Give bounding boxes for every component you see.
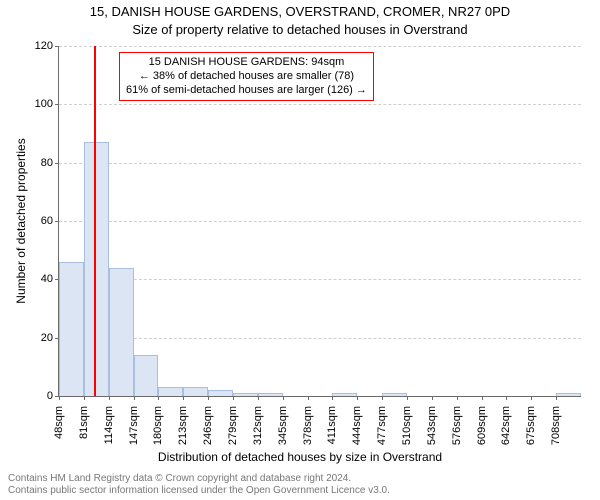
xtick-mark (482, 396, 483, 400)
xtick-label: 180sqm (152, 406, 164, 445)
xtick-label: 312sqm (252, 406, 264, 445)
ytick-label: 100 (35, 98, 53, 110)
xtick-mark (556, 396, 557, 400)
histogram-bar (183, 387, 208, 396)
ytick-label: 40 (41, 273, 53, 285)
callout-line: 15 DANISH HOUSE GARDENS: 94sqm (126, 56, 367, 70)
chart-root: 15, DANISH HOUSE GARDENS, OVERSTRAND, CR… (0, 0, 600, 500)
xtick-mark (109, 396, 110, 400)
xtick-mark (59, 396, 60, 400)
xtick-mark (283, 396, 284, 400)
xtick-mark (332, 396, 333, 400)
xtick-mark (258, 396, 259, 400)
xtick-label: 48sqm (53, 406, 65, 439)
xtick-mark (158, 396, 159, 400)
ytick-label: 60 (41, 215, 53, 227)
histogram-bar (382, 393, 407, 396)
xtick-label: 279sqm (227, 406, 239, 445)
callout-line: 61% of semi-detached houses are larger (… (126, 84, 367, 98)
gridline (59, 279, 581, 280)
xtick-label: 213sqm (177, 406, 189, 445)
histogram-bar (556, 393, 581, 396)
histogram-bar (332, 393, 357, 396)
plot-area: 02040608010012048sqm81sqm114sqm147sqm180… (58, 46, 581, 397)
histogram-bar (59, 262, 84, 396)
xtick-label: 708sqm (550, 406, 562, 445)
xtick-mark (457, 396, 458, 400)
gridline (59, 46, 581, 47)
gridline (59, 104, 581, 105)
xtick-label: 345sqm (277, 406, 289, 445)
xtick-mark (183, 396, 184, 400)
xtick-mark (208, 396, 209, 400)
xtick-label: 411sqm (326, 406, 338, 444)
xtick-label: 576sqm (451, 406, 463, 445)
xtick-label: 444sqm (351, 406, 363, 445)
ytick-mark (55, 163, 59, 164)
xtick-mark (432, 396, 433, 400)
xtick-label: 609sqm (476, 406, 488, 445)
gridline (59, 163, 581, 164)
xtick-mark (407, 396, 408, 400)
histogram-bar (109, 268, 134, 396)
xtick-mark (357, 396, 358, 400)
footer-license: Contains public sector information licen… (8, 485, 390, 496)
reference-line (94, 46, 96, 396)
histogram-bar (233, 393, 258, 396)
xtick-label: 675sqm (525, 406, 537, 445)
ytick-mark (55, 221, 59, 222)
callout-line: ← 38% of detached houses are smaller (78… (126, 70, 367, 84)
xtick-label: 543sqm (426, 406, 438, 445)
x-axis-label: Distribution of detached houses by size … (0, 450, 600, 464)
xtick-label: 477sqm (376, 406, 388, 445)
histogram-bar (208, 390, 233, 396)
chart-title-line2: Size of property relative to detached ho… (0, 22, 600, 37)
xtick-mark (506, 396, 507, 400)
callout-box: 15 DANISH HOUSE GARDENS: 94sqm← 38% of d… (119, 52, 374, 101)
xtick-mark (382, 396, 383, 400)
ytick-label: 120 (35, 40, 53, 52)
y-axis-label: Number of detached properties (14, 46, 28, 396)
histogram-bar (258, 393, 283, 396)
xtick-label: 114sqm (103, 406, 115, 444)
gridline (59, 338, 581, 339)
ytick-label: 20 (41, 332, 53, 344)
xtick-label: 510sqm (401, 406, 413, 445)
chart-title-line1: 15, DANISH HOUSE GARDENS, OVERSTRAND, CR… (0, 4, 600, 19)
xtick-label: 81sqm (78, 406, 90, 439)
xtick-label: 642sqm (500, 406, 512, 445)
xtick-mark (134, 396, 135, 400)
histogram-bar (134, 355, 159, 396)
footer-copyright: Contains HM Land Registry data © Crown c… (8, 473, 351, 484)
ytick-mark (55, 104, 59, 105)
histogram-bar (158, 387, 183, 396)
xtick-label: 147sqm (128, 406, 140, 445)
xtick-label: 378sqm (302, 406, 314, 445)
xtick-mark (233, 396, 234, 400)
gridline (59, 221, 581, 222)
ytick-label: 80 (41, 157, 53, 169)
ytick-label: 0 (47, 390, 53, 402)
xtick-label: 246sqm (202, 406, 214, 445)
ytick-mark (55, 46, 59, 47)
xtick-mark (308, 396, 309, 400)
xtick-mark (531, 396, 532, 400)
xtick-mark (84, 396, 85, 400)
histogram-bar (84, 142, 109, 396)
